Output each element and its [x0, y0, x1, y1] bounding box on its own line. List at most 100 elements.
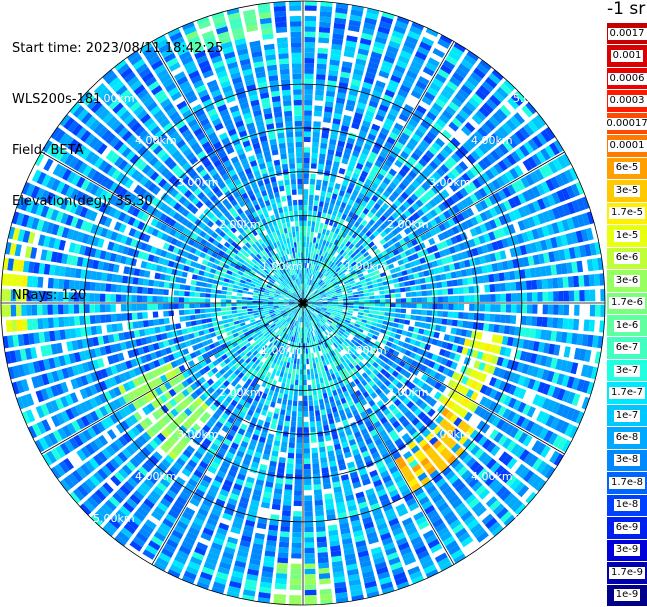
range-gate	[592, 258, 599, 271]
range-gate	[241, 394, 249, 402]
range-gate	[436, 167, 446, 177]
range-gate	[421, 263, 428, 271]
range-gate	[348, 439, 357, 446]
range-gate	[330, 133, 338, 141]
range-gate	[570, 362, 579, 375]
range-gate	[292, 368, 296, 375]
range-gate	[357, 157, 366, 166]
range-gate	[254, 451, 262, 459]
range-gate	[389, 131, 399, 141]
range-gate	[397, 195, 406, 204]
range-gate	[365, 336, 372, 342]
range-gate	[338, 206, 345, 214]
range-gate	[484, 398, 493, 409]
range-gate	[313, 311, 318, 316]
range-gate	[479, 211, 488, 222]
range-gate	[337, 308, 343, 312]
range-gate	[400, 222, 408, 230]
range-gate	[465, 367, 473, 376]
ray	[305, 102, 537, 301]
range-gate	[411, 395, 420, 404]
range-gate	[565, 361, 574, 373]
range-gate	[369, 295, 375, 300]
range-gate	[307, 273, 309, 279]
range-gate	[298, 316, 300, 322]
range-gate	[442, 199, 451, 209]
range-gate	[318, 399, 324, 405]
range-gate	[485, 76, 498, 89]
range-gate	[245, 378, 252, 385]
range-gate	[441, 341, 449, 349]
range-gate	[327, 80, 337, 87]
range-gate	[510, 282, 517, 291]
range-gate	[306, 303, 312, 305]
range-gate	[556, 205, 566, 218]
range-gate	[566, 185, 576, 199]
range-gate	[216, 527, 228, 536]
range-gate	[227, 416, 235, 424]
range-gate	[241, 303, 247, 306]
range-gate	[312, 463, 320, 469]
range-gate	[519, 144, 530, 157]
range-gate	[307, 279, 310, 285]
range-gate	[333, 257, 338, 264]
range-gate	[403, 40, 417, 50]
range-gate	[215, 421, 224, 429]
range-gate	[220, 443, 229, 451]
range-gate	[350, 269, 356, 275]
range-gate	[323, 324, 328, 329]
range-gate	[344, 253, 350, 260]
range-gate	[246, 397, 254, 405]
range-gate	[304, 542, 315, 549]
range-gate	[360, 125, 370, 133]
range-gate	[330, 269, 335, 275]
range-gate	[340, 185, 347, 192]
range-gate	[234, 560, 247, 569]
range-gate	[448, 352, 456, 360]
range-gate	[469, 227, 478, 237]
range-gate	[303, 247, 306, 253]
range-gate	[500, 304, 507, 313]
range-gate	[493, 273, 500, 282]
range-gate	[247, 297, 253, 300]
range-gate	[560, 263, 568, 275]
range-gate	[362, 120, 371, 128]
range-gate	[460, 536, 474, 548]
range-gate	[296, 364, 300, 370]
range-gate	[408, 478, 419, 488]
range-gate	[252, 369, 258, 377]
range-gate	[344, 262, 351, 268]
range-gate	[267, 354, 272, 361]
range-gate	[446, 425, 456, 435]
range-gate	[334, 284, 340, 289]
range-gate	[423, 270, 430, 277]
range-gate	[373, 41, 386, 50]
range-gate	[316, 526, 326, 532]
range-gate	[525, 174, 535, 186]
range-gate	[526, 292, 533, 302]
range-gate	[235, 555, 248, 563]
range-gate	[493, 204, 503, 215]
ray	[306, 304, 579, 439]
range-gate	[377, 186, 385, 194]
range-gate	[310, 280, 313, 286]
range-gate	[287, 452, 295, 459]
range-gate	[494, 314, 501, 323]
range-gate	[304, 273, 306, 279]
range-gate	[351, 360, 358, 367]
range-gate	[529, 328, 537, 339]
range-gate	[369, 262, 377, 268]
range-gate	[362, 432, 371, 441]
range-gate	[410, 193, 419, 202]
range-gate	[395, 298, 401, 303]
range-gate	[249, 439, 258, 446]
range-gate	[362, 207, 370, 215]
range-gate	[318, 206, 323, 213]
range-gate	[138, 527, 151, 539]
range-gate	[469, 403, 479, 413]
range-gate	[376, 198, 384, 206]
range-gate	[289, 595, 302, 601]
range-gate	[581, 396, 590, 410]
range-gate	[239, 386, 247, 394]
range-gate	[284, 356, 289, 363]
